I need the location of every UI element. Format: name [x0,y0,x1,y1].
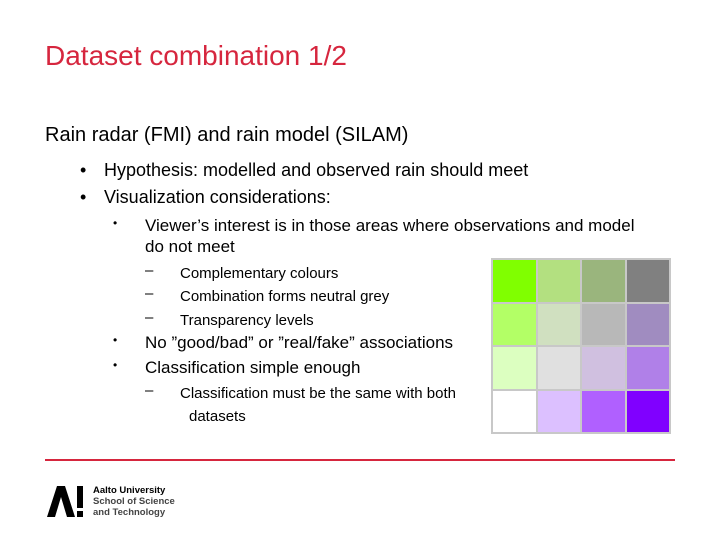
dash-marker: – [145,382,154,399]
dash-line: datasets [189,408,246,425]
color-cell [492,302,537,346]
color-cell [492,346,537,390]
color-cell [581,302,626,346]
logo-line-technology: and Technology [93,507,166,518]
bullet-dot: • [80,160,87,180]
sub-bullet-line: Viewer’s interest is in those areas wher… [145,216,635,235]
sub-bullet-dot: • [113,333,118,347]
color-cell [625,259,670,303]
sub-bullet-dot: • [113,358,118,372]
bullet-text: Hypothesis: modelled and observed rain s… [104,160,529,180]
color-cell [581,259,626,303]
color-cell [625,346,670,390]
logo-text: Aalto University School of Science and T… [93,485,175,518]
footer-divider [45,459,675,461]
logo-line-university: Aalto University [93,485,166,496]
color-combination-grid [491,258,671,434]
color-cell [625,302,670,346]
sub-bullet-text: Classification simple enough [145,358,361,377]
sub-bullet-text: No ”good/bad” or ”real/fake” association… [145,333,454,352]
color-cell [581,346,626,390]
dash-text: Transparency levels [180,312,314,329]
dash-marker: – [145,285,154,302]
sub-bullet-dot: • [113,216,118,230]
aalto-a-icon [47,486,83,517]
color-cell [492,259,537,303]
sub-bullet-line: do not meet [145,237,235,256]
aalto-logo: Aalto University School of Science and T… [45,484,185,520]
bullet-text: Visualization considerations: [104,187,331,207]
dash-text: Classification must be the same with bot… [180,382,456,428]
dash-line: Classification must be the same with bot… [180,385,456,402]
dash-marker: – [145,309,154,326]
logo-line-school: School of Science [93,496,175,507]
color-cell [625,389,670,433]
dash-marker: – [145,262,154,279]
color-cell [492,389,537,433]
sub-bullet-text: Viewer’s interest is in those areas wher… [145,215,635,257]
dash-text: Combination forms neutral grey [180,288,390,305]
color-cell [536,259,581,303]
slide-title: Dataset combination 1/2 [45,40,347,71]
dash-text: Complementary colours [180,265,339,282]
color-cell [536,389,581,433]
bullet-dot: • [80,187,87,207]
color-cell [536,346,581,390]
level1-text: Rain radar (FMI) and rain model (SILAM) [45,124,409,146]
color-cell [581,389,626,433]
color-cell [536,302,581,346]
